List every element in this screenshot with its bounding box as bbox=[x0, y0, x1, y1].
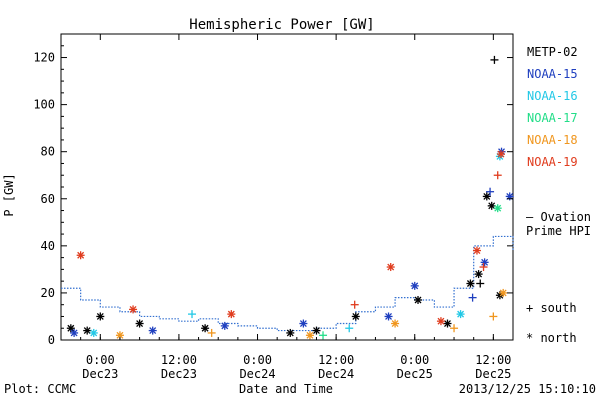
x-tick-label-time: 12:00 bbox=[475, 353, 511, 367]
legend-entry: NOAA-19 bbox=[527, 155, 578, 169]
y-tick-label: 0 bbox=[48, 333, 55, 347]
data-point-north bbox=[201, 324, 210, 333]
x-tick-label-date: Dec23 bbox=[161, 367, 197, 381]
legend-entry: NOAA-17 bbox=[527, 111, 578, 125]
x-tick-label-time: 0:00 bbox=[400, 353, 429, 367]
symbol-legend-entry: * north bbox=[526, 331, 577, 345]
data-point-north bbox=[227, 310, 236, 319]
y-tick-label: 20 bbox=[41, 286, 55, 300]
ovation-legend-label-1: — Ovation bbox=[526, 210, 591, 224]
data-point-north bbox=[499, 288, 508, 297]
data-point-south bbox=[350, 300, 359, 309]
legend-entry: METP-02 bbox=[527, 45, 578, 59]
data-point-north bbox=[76, 251, 85, 260]
data-point-south bbox=[476, 279, 485, 288]
y-tick-label: 80 bbox=[41, 145, 55, 159]
data-point-north bbox=[482, 192, 491, 201]
data-point-south bbox=[489, 312, 498, 321]
x-tick-label-time: 0:00 bbox=[86, 353, 115, 367]
data-point-north bbox=[487, 201, 496, 210]
ovation-line bbox=[61, 235, 514, 332]
legend-entry: NOAA-18 bbox=[527, 133, 578, 147]
data-point-south bbox=[479, 263, 488, 272]
data-point-south bbox=[490, 55, 499, 64]
data-point-north bbox=[89, 328, 98, 337]
data-point-north bbox=[474, 270, 483, 279]
x-axis: 0:00Dec2312:00Dec230:00Dec2412:00Dec240:… bbox=[60, 34, 514, 381]
data-point-north bbox=[466, 279, 475, 288]
data-point-north bbox=[312, 326, 321, 335]
data-point-north bbox=[66, 324, 75, 333]
timestamp: 2013/12/25 15:10:10 bbox=[459, 382, 596, 396]
ovation-series bbox=[61, 235, 514, 332]
data-point-south bbox=[319, 331, 328, 340]
data-point-north bbox=[135, 319, 144, 328]
y-tick-label: 100 bbox=[33, 98, 55, 112]
data-point-north bbox=[414, 295, 423, 304]
data-point-north bbox=[83, 326, 92, 335]
legend-entry: NOAA-16 bbox=[527, 89, 578, 103]
data-point-north bbox=[286, 328, 295, 337]
ovation-legend-label-2: Prime HPI bbox=[526, 224, 591, 238]
x-tick-label-date: Dec24 bbox=[239, 367, 275, 381]
chart-title: Hemispheric Power [GW] bbox=[189, 17, 374, 33]
data-point-north bbox=[96, 312, 105, 321]
y-axis-label: P [GW] bbox=[2, 173, 16, 216]
x-tick-label-date: Dec25 bbox=[397, 367, 433, 381]
x-tick-label-date: Dec23 bbox=[82, 367, 118, 381]
data-point-north bbox=[472, 246, 481, 255]
x-tick-label-time: 12:00 bbox=[318, 353, 354, 367]
data-point-north bbox=[456, 310, 465, 319]
y-tick-label: 60 bbox=[41, 192, 55, 206]
data-point-south bbox=[188, 310, 197, 319]
data-point-north bbox=[351, 312, 360, 321]
plot-credit: Plot: CCMC bbox=[4, 382, 76, 396]
x-axis-label: Date and Time bbox=[239, 382, 333, 396]
data-point-north bbox=[384, 312, 393, 321]
data-point-north bbox=[410, 281, 419, 290]
plot-frame bbox=[60, 33, 514, 341]
data-point-north bbox=[493, 204, 502, 213]
data-point-south bbox=[345, 324, 354, 333]
x-tick-label-time: 12:00 bbox=[161, 353, 197, 367]
legend: METP-02 NOAA-15 NOAA-16 NOAA-17 NOAA-18 NOAA-… bbox=[527, 45, 578, 169]
x-tick-label-date: Dec25 bbox=[475, 367, 511, 381]
data-point-south bbox=[493, 171, 502, 180]
y-tick-label: 40 bbox=[41, 239, 55, 253]
data-point-south bbox=[450, 324, 459, 333]
data-point-north bbox=[436, 317, 445, 326]
data-point-north bbox=[129, 305, 138, 314]
y-axis: 0 20 40 60 80 100 120 bbox=[33, 33, 513, 347]
data-point-north bbox=[386, 263, 395, 272]
x-tick-label-time: 0:00 bbox=[243, 353, 272, 367]
y-tick-label: 120 bbox=[33, 51, 55, 65]
legend-entry: NOAA-15 bbox=[527, 67, 578, 81]
data-point-north bbox=[443, 319, 452, 328]
symbol-legend: + south * north bbox=[526, 301, 577, 345]
data-point-south bbox=[468, 293, 477, 302]
data-point-north bbox=[148, 326, 157, 335]
data-point-north bbox=[480, 258, 489, 267]
data-point-north bbox=[391, 319, 400, 328]
x-tick-label-date: Dec24 bbox=[318, 367, 354, 381]
symbol-legend-entry: + south bbox=[526, 301, 577, 315]
data-point-north bbox=[305, 331, 314, 340]
data-point-south bbox=[207, 328, 216, 337]
data-point-north bbox=[70, 328, 79, 337]
data-point-south bbox=[486, 187, 495, 196]
data-point-north bbox=[496, 150, 505, 159]
data-point-north bbox=[299, 319, 308, 328]
data-points bbox=[66, 55, 514, 340]
data-point-north bbox=[220, 321, 229, 330]
